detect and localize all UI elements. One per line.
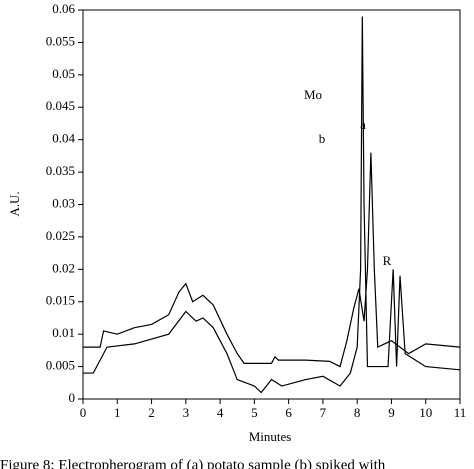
y-tick-label: 0.025 bbox=[46, 228, 75, 243]
x-tick-label: 6 bbox=[285, 405, 292, 420]
plot-frame bbox=[82, 9, 461, 400]
y-tick-label: 0.035 bbox=[46, 163, 75, 178]
x-tick-label: 0 bbox=[80, 405, 87, 420]
annotation: R bbox=[383, 253, 392, 268]
x-axis-label: Minutes bbox=[249, 429, 292, 444]
x-tick-label: 3 bbox=[183, 405, 190, 420]
x-tick-label: 8 bbox=[354, 405, 361, 420]
y-tick-label: 0.04 bbox=[52, 131, 75, 146]
annotation: b bbox=[319, 131, 326, 146]
y-tick-label: 0.015 bbox=[46, 293, 75, 308]
y-tick-label: 0.03 bbox=[52, 195, 75, 210]
x-tick-label: 1 bbox=[114, 405, 121, 420]
y-tick-label: 0.055 bbox=[46, 33, 75, 48]
y-tick-label: 0 bbox=[69, 390, 76, 405]
y-axis-label: A.U. bbox=[7, 191, 22, 216]
y-tick-label: 0.01 bbox=[52, 325, 75, 340]
x-tick-label: 11 bbox=[454, 405, 467, 420]
y-tick-label: 0.05 bbox=[52, 66, 75, 81]
x-tick-label: 4 bbox=[217, 405, 224, 420]
annotation: Mo bbox=[304, 87, 322, 102]
x-tick-label: 9 bbox=[388, 405, 395, 420]
y-tick-label: 0.06 bbox=[52, 1, 75, 16]
y-tick-label: 0.045 bbox=[46, 98, 75, 113]
caption: Figure 8: Electropherogram of (a) potato… bbox=[0, 457, 386, 469]
x-tick-label: 10 bbox=[419, 405, 432, 420]
x-tick-label: 5 bbox=[251, 405, 258, 420]
y-tick-label: 0.02 bbox=[52, 260, 75, 275]
data-line bbox=[83, 152, 461, 368]
data-line bbox=[83, 16, 461, 394]
x-tick-label: 7 bbox=[320, 405, 327, 420]
x-tick-label: 2 bbox=[148, 405, 155, 420]
y-tick-label: 0.005 bbox=[46, 358, 75, 373]
